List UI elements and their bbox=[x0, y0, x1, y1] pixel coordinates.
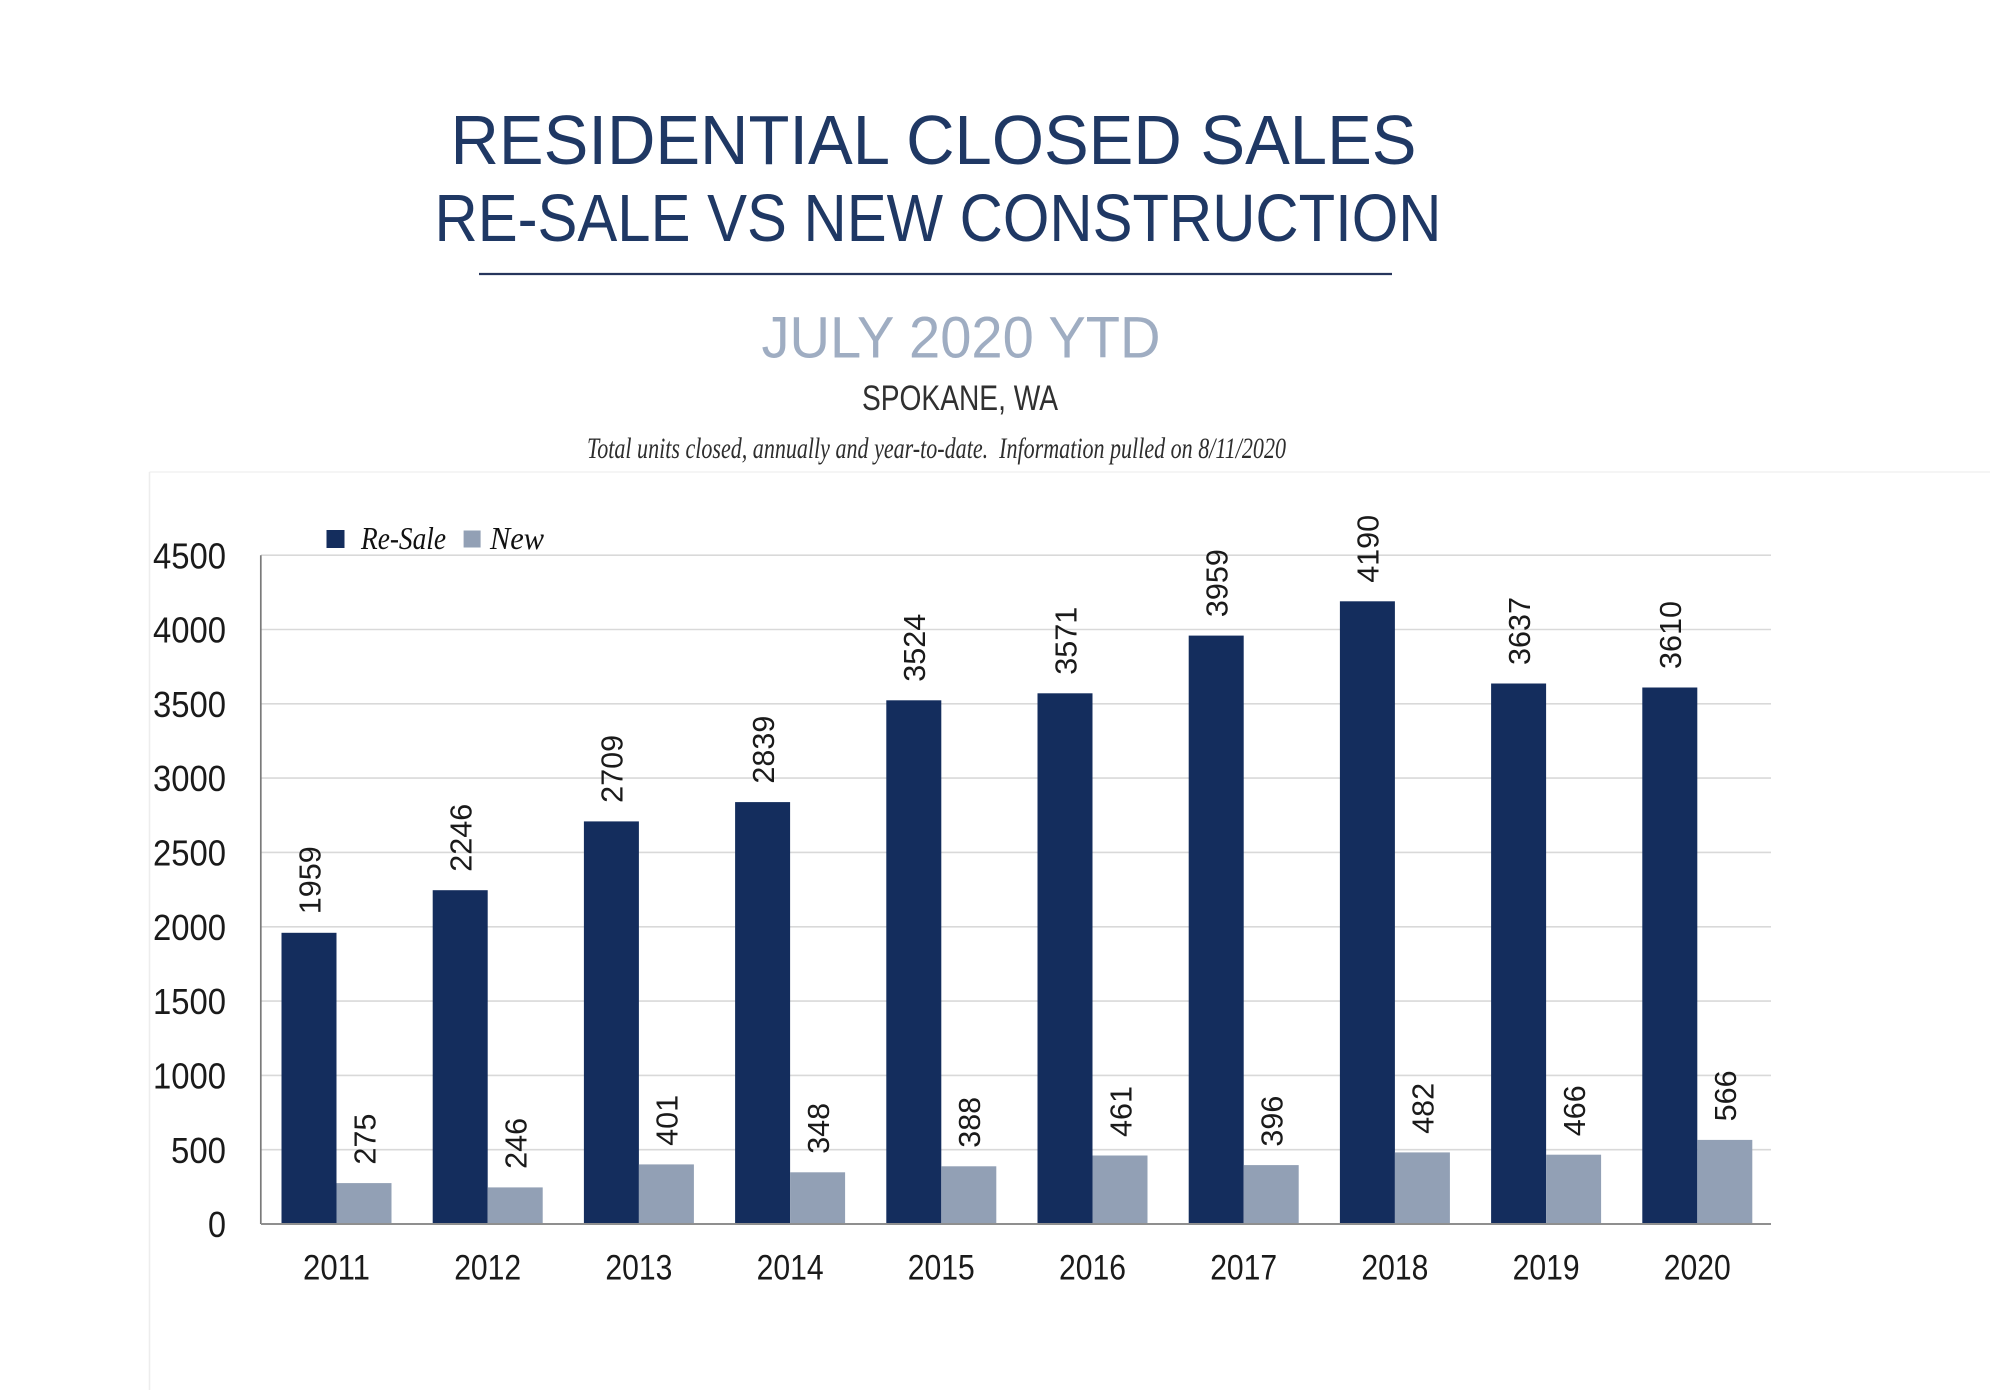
svg-text:2839: 2839 bbox=[746, 716, 781, 784]
svg-text:3959: 3959 bbox=[1200, 549, 1235, 617]
svg-text:0: 0 bbox=[208, 1204, 226, 1245]
svg-text:2012: 2012 bbox=[454, 1249, 521, 1288]
svg-text:2016: 2016 bbox=[1059, 1249, 1126, 1288]
svg-text:2019: 2019 bbox=[1513, 1249, 1580, 1288]
svg-text:2013: 2013 bbox=[605, 1249, 672, 1288]
svg-text:2011: 2011 bbox=[303, 1249, 370, 1288]
svg-text:2500: 2500 bbox=[153, 833, 226, 874]
svg-text:3000: 3000 bbox=[153, 758, 226, 799]
svg-text:1500: 1500 bbox=[153, 981, 226, 1022]
svg-text:4000: 4000 bbox=[153, 610, 226, 651]
svg-text:3500: 3500 bbox=[153, 684, 226, 725]
svg-text:2018: 2018 bbox=[1361, 1249, 1428, 1288]
svg-text:482: 482 bbox=[1406, 1083, 1441, 1134]
svg-text:3610: 3610 bbox=[1653, 601, 1688, 669]
svg-text:4190: 4190 bbox=[1351, 515, 1386, 583]
svg-text:2246: 2246 bbox=[444, 804, 479, 872]
svg-text:246: 246 bbox=[499, 1118, 534, 1169]
svg-text:2015: 2015 bbox=[908, 1249, 975, 1288]
svg-text:2000: 2000 bbox=[153, 907, 226, 948]
svg-text:401: 401 bbox=[650, 1095, 685, 1146]
svg-text:396: 396 bbox=[1255, 1096, 1290, 1147]
svg-text:566: 566 bbox=[1708, 1070, 1743, 1121]
svg-text:4500: 4500 bbox=[153, 535, 226, 576]
svg-text:500: 500 bbox=[171, 1130, 226, 1171]
svg-text:388: 388 bbox=[952, 1097, 987, 1148]
svg-text:2709: 2709 bbox=[595, 735, 630, 803]
svg-text:2017: 2017 bbox=[1210, 1249, 1277, 1288]
svg-text:JULY 2020 YTD: JULY 2020 YTD bbox=[762, 306, 1161, 371]
svg-text:466: 466 bbox=[1557, 1085, 1592, 1136]
svg-text:New: New bbox=[489, 520, 545, 556]
svg-text:2014: 2014 bbox=[757, 1249, 824, 1288]
svg-text:3637: 3637 bbox=[1502, 597, 1537, 665]
svg-text:Total units closed, annually a: Total units closed, annually and year-to… bbox=[587, 432, 1286, 465]
svg-text:3571: 3571 bbox=[1048, 607, 1083, 675]
svg-text:1959: 1959 bbox=[292, 846, 327, 914]
svg-text:1000: 1000 bbox=[153, 1056, 226, 1097]
svg-text:461: 461 bbox=[1103, 1086, 1138, 1137]
svg-text:275: 275 bbox=[347, 1114, 382, 1165]
svg-text:2020: 2020 bbox=[1664, 1249, 1731, 1288]
svg-text:Re-Sale: Re-Sale bbox=[360, 520, 446, 556]
svg-text:348: 348 bbox=[801, 1103, 836, 1154]
svg-text:SPOKANE, WA: SPOKANE, WA bbox=[862, 379, 1059, 418]
svg-text:RE-SALE VS NEW CONSTRUCTION: RE-SALE VS NEW CONSTRUCTION bbox=[435, 181, 1442, 256]
svg-text:3524: 3524 bbox=[897, 614, 932, 682]
svg-text:RESIDENTIAL CLOSED SALES: RESIDENTIAL CLOSED SALES bbox=[451, 101, 1417, 179]
